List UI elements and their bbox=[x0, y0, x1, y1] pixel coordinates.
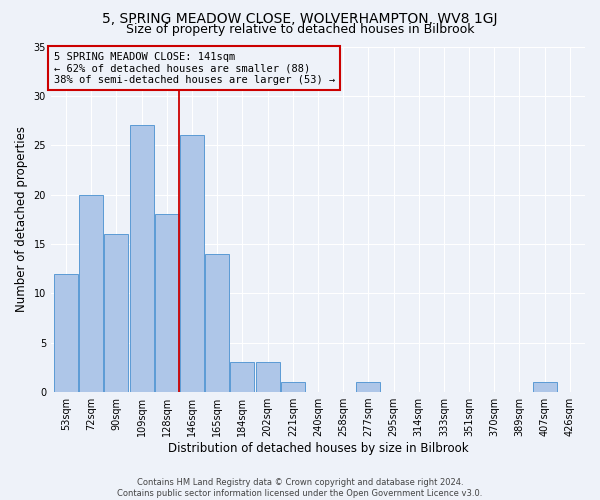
Bar bbox=[356, 382, 380, 392]
Bar bbox=[256, 362, 280, 392]
Bar bbox=[281, 382, 305, 392]
Bar bbox=[230, 362, 254, 392]
Text: Size of property relative to detached houses in Bilbrook: Size of property relative to detached ho… bbox=[126, 22, 474, 36]
Text: 5 SPRING MEADOW CLOSE: 141sqm
← 62% of detached houses are smaller (88)
38% of s: 5 SPRING MEADOW CLOSE: 141sqm ← 62% of d… bbox=[53, 52, 335, 85]
Bar bbox=[155, 214, 179, 392]
Bar bbox=[104, 234, 128, 392]
Text: 5, SPRING MEADOW CLOSE, WOLVERHAMPTON, WV8 1GJ: 5, SPRING MEADOW CLOSE, WOLVERHAMPTON, W… bbox=[102, 12, 498, 26]
Bar bbox=[180, 136, 204, 392]
Bar bbox=[533, 382, 557, 392]
Bar bbox=[130, 126, 154, 392]
Text: Contains HM Land Registry data © Crown copyright and database right 2024.
Contai: Contains HM Land Registry data © Crown c… bbox=[118, 478, 482, 498]
Bar bbox=[205, 254, 229, 392]
Y-axis label: Number of detached properties: Number of detached properties bbox=[15, 126, 28, 312]
Bar bbox=[79, 194, 103, 392]
X-axis label: Distribution of detached houses by size in Bilbrook: Distribution of detached houses by size … bbox=[167, 442, 468, 455]
Bar bbox=[54, 274, 78, 392]
